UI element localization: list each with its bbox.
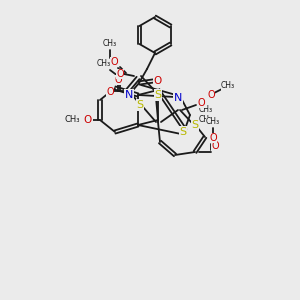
Text: CH₃: CH₃ bbox=[103, 38, 117, 47]
Text: O: O bbox=[116, 69, 124, 79]
Text: CH₃: CH₃ bbox=[199, 104, 213, 113]
Text: CH₃: CH₃ bbox=[206, 118, 220, 127]
Text: O: O bbox=[114, 75, 122, 85]
Text: O: O bbox=[154, 76, 162, 86]
Text: O: O bbox=[207, 90, 215, 100]
Text: S: S bbox=[179, 127, 187, 137]
Text: O: O bbox=[106, 87, 114, 97]
Text: S: S bbox=[154, 90, 162, 100]
Text: CH₃: CH₃ bbox=[199, 115, 213, 124]
Text: O: O bbox=[197, 98, 205, 108]
Text: O: O bbox=[209, 133, 217, 143]
Text: N: N bbox=[125, 90, 133, 100]
Text: CH₃: CH₃ bbox=[64, 116, 80, 124]
Text: S: S bbox=[136, 100, 144, 110]
Text: O: O bbox=[211, 141, 219, 151]
Text: N: N bbox=[174, 93, 182, 103]
Text: O: O bbox=[84, 115, 92, 125]
Text: CH₃: CH₃ bbox=[97, 59, 111, 68]
Text: CH₃: CH₃ bbox=[221, 82, 235, 91]
Text: S: S bbox=[191, 120, 199, 130]
Text: O: O bbox=[110, 57, 118, 67]
